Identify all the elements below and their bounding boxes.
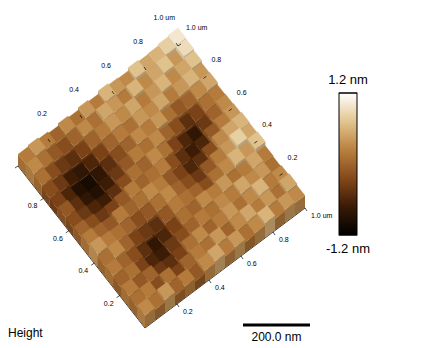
tick-label: 0.4	[262, 121, 272, 128]
tick	[209, 280, 211, 283]
chart: 0.20.40.60.81.0 um0.20.40.60.81.0 um0.20…	[0, 0, 423, 348]
scale-bar: 200.0 nm	[243, 325, 310, 344]
scale-bar-label: 200.0 nm	[251, 330, 301, 344]
colorbar: 1.2 nm -1.2 nm	[326, 72, 370, 256]
tick-label: 1.0 um	[154, 14, 176, 21]
tick	[305, 208, 307, 211]
tick	[203, 76, 206, 78]
tick	[273, 232, 275, 235]
y-axis-right: 0.2 0.4 0.6 0.8 1.0 um	[178, 24, 297, 176]
tick	[48, 139, 50, 142]
tick	[144, 67, 146, 70]
tick	[80, 115, 82, 118]
x-axis-bottom: 0.2 0.4 0.6 0.8 1.0 um	[177, 208, 333, 315]
tick	[66, 231, 69, 233]
tick-label: 0.4	[78, 267, 88, 274]
tick	[178, 44, 181, 46]
tick	[177, 304, 179, 307]
tick	[15, 166, 18, 168]
tick-label: 0.4	[69, 86, 79, 93]
tick-label: 0.6	[53, 235, 63, 242]
colorbar-label: -1.2 nm	[326, 241, 370, 256]
tick-label: 0.2	[37, 110, 47, 117]
title: Height	[8, 326, 43, 340]
tick-label: 0.4	[215, 284, 225, 291]
cell-top	[137, 298, 155, 316]
colorbar-tick	[339, 93, 357, 94]
y-axis-line	[178, 46, 305, 208]
scale-bar-line	[243, 324, 310, 327]
tick	[254, 141, 257, 143]
tick	[241, 256, 243, 259]
tick	[176, 43, 178, 46]
surface	[18, 28, 305, 328]
tick-label: 1.0 um	[186, 24, 208, 31]
tick-label: 0.6	[101, 62, 111, 69]
tick-label: 0.6	[237, 89, 247, 96]
colorbar-label: 1.2 nm	[328, 72, 368, 87]
tick	[280, 174, 283, 176]
tick	[112, 91, 114, 94]
tick-label: 0.8	[133, 38, 143, 45]
tick-label: 0.6	[247, 260, 257, 267]
axes	[18, 46, 305, 328]
tick-label: 1.0 um	[311, 212, 333, 219]
x-axis-line	[18, 46, 178, 166]
tick	[91, 263, 94, 265]
cell	[137, 298, 155, 328]
colorbar-tick	[339, 235, 357, 236]
tick-label: 0.2	[288, 154, 298, 161]
tick	[229, 109, 232, 111]
tick-label: 0.8	[211, 56, 221, 63]
tick-label: 0.8	[28, 202, 38, 209]
tick	[40, 198, 43, 200]
colorbar-gradient	[339, 93, 357, 235]
x-axis-top: 0.2 0.4 0.6 0.8 1.0 um	[37, 14, 178, 142]
y-axis-left: 0.2 0.4 0.6 0.8	[15, 166, 120, 307]
y-axis-line	[18, 166, 145, 328]
tick-label: 0.2	[183, 308, 193, 315]
tick-label: 0.2	[104, 300, 114, 307]
tick	[117, 296, 120, 298]
x-axis-line	[145, 208, 305, 328]
tick-label: 0.8	[279, 236, 289, 243]
